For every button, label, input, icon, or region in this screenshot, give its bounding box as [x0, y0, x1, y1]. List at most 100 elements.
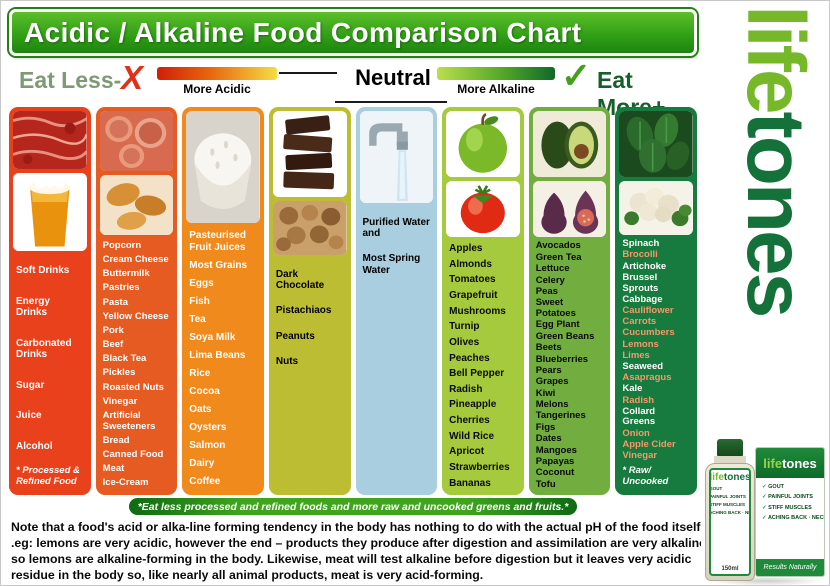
food-item: Dates [535, 433, 562, 445]
food-item: Yellow Cheese [102, 310, 169, 322]
figs-image [532, 181, 607, 237]
bottom-note: Note that a food's acid or alka-line for… [11, 520, 707, 582]
food-item: Pasteurised Fruit Juices [189, 230, 246, 253]
beer-image [13, 173, 87, 251]
deli-meat-image [99, 111, 174, 171]
column-mildly-acidic: Dark Chocolate Pistachiaos Peanuts Nuts [268, 107, 351, 495]
food-item: Nuts [275, 355, 299, 367]
spinach-image [619, 111, 693, 177]
acidic-gradient-bar [157, 67, 277, 80]
product-box: lifetones GOUTPAINFUL JOINTSSTIFF MUSCLE… [755, 447, 825, 577]
food-item: Coffee [189, 476, 221, 488]
avocado-image [532, 111, 607, 177]
food-item: Cauliflower [622, 304, 674, 316]
food-item: Eggs [189, 277, 214, 289]
food-item: Carrots [622, 316, 657, 328]
food-item: Buttermilk [102, 268, 150, 280]
more-acidic-scale: More Acidic [157, 67, 277, 96]
nuts-image [272, 201, 347, 255]
food-item: Melons [535, 399, 569, 411]
food-item: Vinegar [622, 449, 658, 461]
food-item: Spinach [622, 238, 660, 250]
box-tones-text: tones [782, 455, 817, 471]
bottle-logo: lifetones [709, 472, 749, 483]
acidic-connector-line [279, 72, 337, 74]
meat-image [13, 111, 87, 169]
food-item: Pickles [102, 367, 136, 379]
column-most-acidic: Soft Drinks Energy Drinks Carbonated Drink… [9, 107, 91, 495]
food-item: Soft Drinks [16, 264, 70, 276]
food-item: Brocolli [622, 249, 658, 261]
food-list: Apples Almonds Tomatoes Grapefruit Mushrooms… [446, 241, 520, 491]
eat-less-label: Eat Less- [19, 67, 122, 93]
neutral-connector-line [335, 101, 447, 103]
lifetones-logo: lifetones [727, 5, 823, 439]
benefit-item: GOUT [762, 482, 824, 492]
food-item: Pistachiaos [275, 305, 332, 317]
food-item: Pasta [102, 296, 128, 308]
food-item: Peanuts [275, 330, 315, 342]
food-list: Pasteurised Fruit Juices Most Grains Eggs F… [186, 227, 260, 491]
bottle-life-text: life [709, 472, 724, 483]
food-item: Strawberries [449, 461, 510, 473]
food-list: Spinach Brocolli Artichoke Brussel Sprouts C… [619, 239, 693, 462]
food-item: Olives [449, 336, 480, 348]
food-item: Dairy [189, 458, 215, 470]
food-item: Sugar [16, 379, 45, 391]
food-item: Green Beans [535, 330, 595, 342]
food-item: Almonds [449, 258, 492, 270]
food-item: Canned Food [102, 449, 164, 461]
benefit-item: STIFF MUSCLES [711, 501, 749, 509]
food-item: Mushrooms [449, 305, 506, 317]
water-image [359, 111, 434, 203]
food-item: Radish [622, 394, 655, 406]
bottle-neck [714, 456, 746, 463]
food-item: Seaweed [622, 360, 664, 372]
column-most-alkaline: Spinach Brocolli Artichoke Brussel Sprouts C… [615, 107, 697, 495]
column-mildly-alkaline: Apples Almonds Tomatoes Grapefruit Mushrooms… [442, 107, 524, 495]
food-item: Pork [102, 324, 124, 336]
food-item: Tangerines [535, 410, 586, 422]
food-item: Most Spring Water [362, 253, 421, 276]
food-item: Cocoa [189, 385, 220, 397]
column-alkaline: Avocados Green Tea Lettuce Celery Peas Sweet … [528, 107, 611, 495]
benefit-item: GOUT [711, 485, 749, 493]
pastries-image [99, 175, 174, 235]
cauliflower-image [619, 181, 693, 235]
legend-row: Eat Less- X More Acidic Neutral More Alk… [9, 55, 697, 120]
food-item: Radish [449, 383, 483, 395]
food-item: Sweet Potatoes [535, 297, 576, 319]
food-item: Peas [535, 285, 558, 297]
advice-strip: *Eat less processed and refined foods an… [129, 498, 577, 515]
food-item: Soya Milk [189, 331, 236, 343]
food-item: Ice-Cream [102, 477, 149, 489]
more-acidic-label: More Acidic [183, 82, 251, 96]
food-list: Avocados Green Tea Lettuce Celery Peas Sweet … [533, 241, 607, 491]
advice-text: *Eat less processed and refined foods an… [137, 500, 569, 513]
food-item: Pastries [102, 282, 140, 294]
checkmark-icon: ✓ [561, 55, 592, 96]
x-mark-icon: X [121, 59, 144, 96]
benefit-item: ACHING BACK · NECK [711, 509, 749, 517]
benefit-item: STIFF MUSCLES [762, 503, 824, 513]
food-item: Beef [102, 339, 124, 351]
food-item: Tomatoes [449, 274, 496, 286]
bottle-volume: 150ml [721, 566, 739, 572]
food-item: Tofu [535, 478, 556, 490]
more-alkaline-scale: More Alkaline [437, 67, 555, 96]
food-item: Artificial Sweeteners [102, 410, 156, 432]
column-acidic: Pasteurised Fruit Juices Most Grains Eggs F… [182, 107, 264, 495]
food-item: Meat [102, 463, 125, 475]
food-item: Figs [535, 421, 556, 433]
food-item: Bananas [449, 477, 491, 489]
benefit-item: PAINFUL JOINTS [711, 493, 749, 501]
food-item: Bread [102, 434, 130, 446]
food-item: Salmon [189, 440, 226, 452]
benefit-list: GOUTPAINFUL JOINTSSTIFF MUSCLESACHING BA… [711, 485, 749, 566]
food-item: Cabbage [622, 293, 663, 305]
food-item: Bell Pepper [449, 368, 505, 380]
bottle-label: lifetones GOUTPAINFUL JOINTSSTIFF MUSCLE… [709, 468, 751, 576]
food-item: Papayas [535, 456, 575, 468]
product-shot: lifetones GOUTPAINFUL JOINTSSTIFF MUSCLE… [701, 431, 829, 585]
